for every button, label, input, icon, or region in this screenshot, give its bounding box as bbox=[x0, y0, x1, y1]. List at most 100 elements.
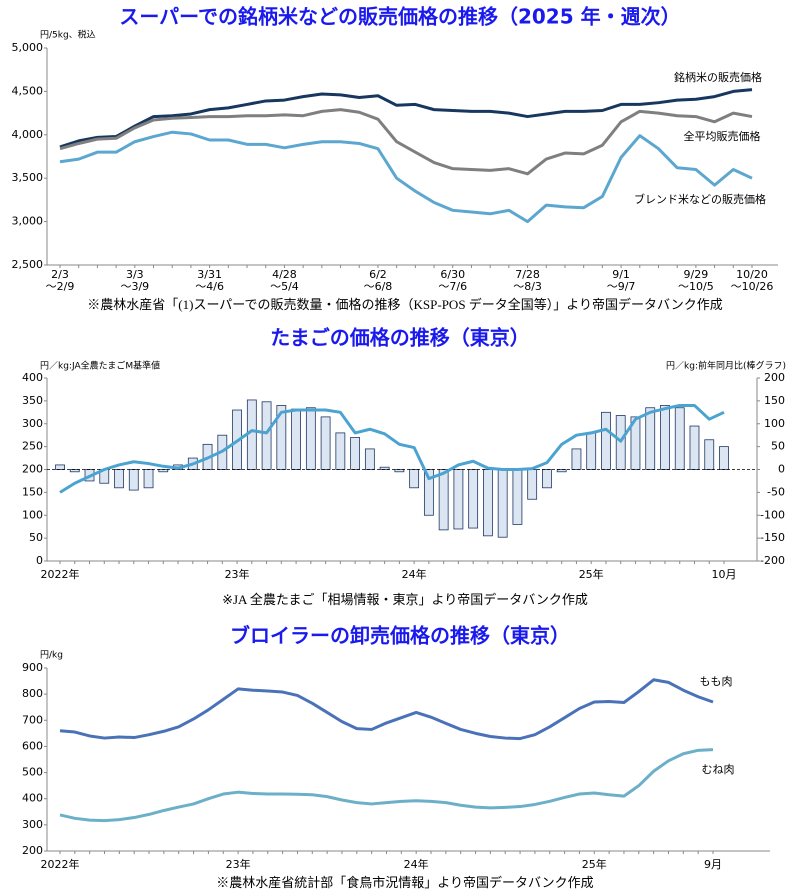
bar bbox=[291, 408, 301, 470]
line-series bbox=[59, 678, 714, 741]
bar bbox=[276, 405, 287, 470]
bar bbox=[468, 469, 479, 529]
y-axis-label: 円/kg bbox=[40, 650, 63, 661]
y2-tick-label: 150 bbox=[764, 394, 785, 407]
y-axis-label: 円／kg:JA全農たまごM基準値 bbox=[40, 360, 160, 372]
y-tick-label: 600 bbox=[22, 739, 43, 752]
x-tick-label: 9/29 bbox=[684, 268, 709, 281]
y2-tick-label: -150 bbox=[760, 531, 785, 544]
bar bbox=[483, 469, 493, 537]
bar bbox=[571, 448, 582, 470]
bar bbox=[556, 469, 567, 473]
x-tick-label: ～8/3 bbox=[513, 280, 542, 293]
bar bbox=[453, 469, 464, 530]
bar bbox=[542, 469, 552, 489]
x-tick-label: 10月 bbox=[712, 568, 737, 581]
footnote: ※農林水産省統計部「食鳥市況情報」より帝国データバンク作成 bbox=[216, 875, 593, 890]
bar bbox=[704, 439, 715, 470]
x-tick-label: 23年 bbox=[225, 567, 250, 581]
series-label: ブレンド米などの販売価格 bbox=[634, 192, 766, 206]
x-tick-label: 25年 bbox=[582, 857, 607, 871]
footnote: ※農林水産省「(1)スーパーでの販売数量・価格の推移（KSP-POS データ全国… bbox=[87, 297, 722, 312]
y2-tick-label: -200 bbox=[760, 554, 785, 567]
x-tick-label: 6/30 bbox=[440, 268, 465, 281]
bar bbox=[512, 469, 523, 525]
y2-tick-label: 50 bbox=[771, 440, 785, 453]
y-tick-label: 200 bbox=[22, 463, 43, 476]
y-tick-label: 250 bbox=[22, 440, 43, 453]
x-tick-label: ～2/9 bbox=[46, 280, 75, 293]
x-tick-label: 2022年 bbox=[41, 857, 80, 871]
bar bbox=[114, 469, 124, 489]
x-tick-label: 7/28 bbox=[515, 268, 540, 281]
x-tick-label: 10/20 bbox=[736, 268, 768, 281]
y-tick-label: 3,500 bbox=[12, 171, 44, 184]
y-tick-label: 400 bbox=[22, 792, 43, 805]
bar bbox=[527, 469, 538, 500]
line-series bbox=[59, 130, 753, 224]
line-series bbox=[59, 88, 753, 149]
x-tick-label: ～4/6 bbox=[195, 280, 224, 293]
y-tick-label: 50 bbox=[29, 531, 43, 544]
footnote: ※JA 全農たまご「相場情報・東京」より帝国データバンク作成 bbox=[222, 592, 588, 607]
y-tick-label: 400 bbox=[22, 371, 43, 384]
bar bbox=[305, 407, 316, 470]
x-tick-label: 4/28 bbox=[272, 268, 297, 281]
series-label: 銘柄米の販売価格 bbox=[674, 70, 762, 84]
line-series bbox=[59, 748, 714, 823]
bar bbox=[719, 446, 729, 470]
x-tick-label: 24年 bbox=[404, 857, 429, 871]
bar bbox=[261, 401, 272, 470]
x-tick-label: 6/2 bbox=[369, 268, 387, 281]
bar bbox=[674, 407, 685, 470]
y2-tick-label: -50 bbox=[767, 485, 785, 498]
bar bbox=[143, 469, 154, 489]
bar bbox=[409, 469, 420, 489]
bar bbox=[438, 469, 449, 531]
x-tick-label: ～6/8 bbox=[364, 280, 393, 293]
y-tick-label: 700 bbox=[22, 713, 43, 726]
y2-tick-label: -100 bbox=[760, 508, 785, 521]
bar bbox=[320, 416, 331, 470]
x-tick-label: ～10/26 bbox=[731, 280, 774, 293]
y-tick-label: 900 bbox=[22, 661, 43, 674]
y-tick-label: 200 bbox=[22, 844, 43, 857]
series-label: 全平均販売価格 bbox=[684, 129, 761, 143]
bar bbox=[645, 407, 656, 470]
y-tick-label: 0 bbox=[36, 554, 43, 567]
y-tick-label: 300 bbox=[22, 818, 43, 831]
y-tick-label: 500 bbox=[22, 766, 43, 779]
x-tick-label: 2/3 bbox=[51, 268, 69, 281]
x-tick-label: 23年 bbox=[226, 857, 251, 871]
chart-title: ブロイラーの卸売価格の推移（東京） bbox=[230, 624, 570, 648]
x-tick-label: 9月 bbox=[704, 858, 722, 871]
bar bbox=[689, 425, 700, 470]
bar bbox=[630, 416, 641, 470]
line-series bbox=[59, 108, 753, 176]
chart-title: スーパーでの銘柄米などの販売価格の推移（2025 年・週次） bbox=[119, 5, 680, 29]
y-tick-label: 350 bbox=[22, 394, 43, 407]
y-tick-label: 2,500 bbox=[12, 258, 44, 271]
y-tick-label: 150 bbox=[22, 485, 43, 498]
y2-tick-label: 200 bbox=[764, 371, 785, 384]
bar bbox=[335, 432, 346, 470]
bar bbox=[128, 469, 139, 491]
x-tick-label: 2022年 bbox=[41, 567, 80, 581]
bar bbox=[55, 464, 65, 470]
bar bbox=[350, 437, 361, 470]
x-tick-label: ～9/7 bbox=[607, 280, 636, 293]
bar bbox=[660, 405, 670, 470]
x-tick-label: 24年 bbox=[402, 567, 427, 581]
bar bbox=[586, 432, 597, 470]
y-tick-label: 5,000 bbox=[12, 41, 44, 54]
bar bbox=[497, 469, 508, 538]
x-tick-label: 3/3 bbox=[126, 268, 144, 281]
bar bbox=[246, 399, 257, 470]
y-tick-label: 3,000 bbox=[12, 215, 44, 228]
series-label: もも肉 bbox=[700, 675, 733, 688]
y-tick-label: 800 bbox=[22, 687, 43, 700]
bar bbox=[601, 411, 611, 470]
line-series bbox=[59, 403, 725, 494]
x-tick-label: 9/1 bbox=[612, 268, 630, 281]
series-label: むね肉 bbox=[702, 763, 735, 776]
